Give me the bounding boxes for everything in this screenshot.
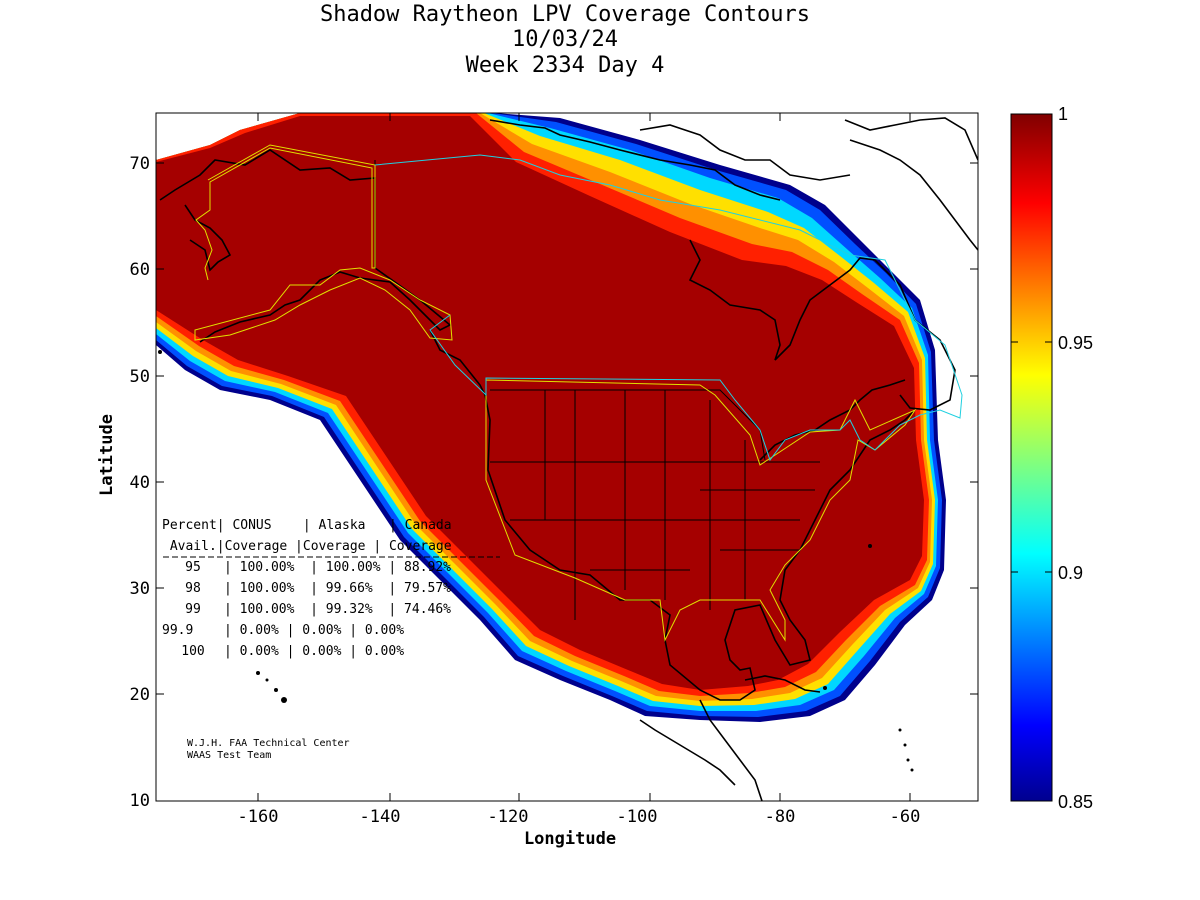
avail-cell: 100 [181,644,205,659]
avail-cell: 99 [185,602,201,617]
avail-cell: 99.9 [162,623,194,638]
conus-cell: 100.00% [239,602,295,617]
axis-ticks [156,113,978,801]
table-row: 98 | 100.00% | 99.66% | 79.57% [162,578,451,599]
map-title-date: 10/03/24 [512,27,618,52]
x-tick-label: -120 [488,807,529,827]
conus-cell: 0.00% [239,623,279,638]
y-tick-label: 70 [130,154,150,174]
coverage-band-full [156,116,924,690]
canada-cell: 79.57% [404,581,452,596]
y-tick-label: 30 [130,579,150,599]
alaska-cell: 99.66% [325,581,373,596]
credit-line2: WAAS Test Team [187,750,272,761]
canada-cell: 0.00% [364,623,405,638]
table-row: 99.9 | 0.00% | 0.00% | 0.00% [162,620,404,641]
hawaii-islands [256,671,287,703]
table-row: 100 | 0.00% | 0.00% | 0.00% [162,641,404,662]
x-tick-label: -140 [360,807,401,827]
y-tick-label: 20 [130,685,150,705]
state-boundaries [374,160,820,620]
map-title-week: Week 2334 Day 4 [465,53,665,78]
y-tick-label: 40 [130,473,150,493]
canada-cell: 0.00% [364,644,405,659]
plot-frame [155,112,979,802]
colorbar-ticks [1011,341,1052,573]
x-axis-label: Longitude [524,829,616,849]
conus-cell: 100.00% [239,581,295,596]
x-tick-label: -100 [617,807,658,827]
conus-cell: 0.00% [239,644,279,659]
y-tick-label: 10 [130,791,150,811]
caribbean-islands [158,350,914,772]
conus-cell: 100.00% [239,560,295,575]
alaska-cell: 99.32% [325,602,373,617]
colorbar-tick-label: 0.9 [1058,563,1083,583]
colorbar [1010,113,1053,802]
alaska-region-outline [194,144,453,341]
table-row: 95 | 100.00% | 100.00% | 88.92% [162,557,451,578]
colorbar-tick-label: 0.85 [1058,792,1093,812]
alaska-cell: 100.00% [325,560,381,575]
alaska-cell: 0.00% [302,644,342,659]
y-tick-label: 60 [130,260,150,280]
canada-cell: 88.92% [404,560,452,575]
table-header-row2: Avail.|Coverage |Coverage | Coverage [162,539,452,554]
colorbar-tick-label: 0.95 [1058,333,1093,353]
colorbar-tick-label: 1 [1058,104,1068,124]
avail-cell: 95 [185,560,201,575]
table-header-row1: Percent| CONUS | Alaska | Canada [162,518,452,533]
credit-line1: W.J.H. FAA Technical Center [187,738,350,749]
table-row: 99 | 100.00% | 99.32% | 74.46% [162,599,451,620]
alaska-cell: 0.00% [302,623,342,638]
map-title-line1: Shadow Raytheon LPV Coverage Contours [319,2,811,27]
avail-cell: 98 [185,581,201,596]
y-tick-label: 50 [130,367,150,387]
canada-cell: 74.46% [404,602,452,617]
x-tick-label: -60 [890,807,921,827]
conus-region-outline [485,379,917,642]
canada-region-outline [374,154,963,462]
x-tick-label: -160 [238,807,279,827]
y-axis-label: Latitude [97,414,117,496]
x-tick-label: -80 [765,807,796,827]
